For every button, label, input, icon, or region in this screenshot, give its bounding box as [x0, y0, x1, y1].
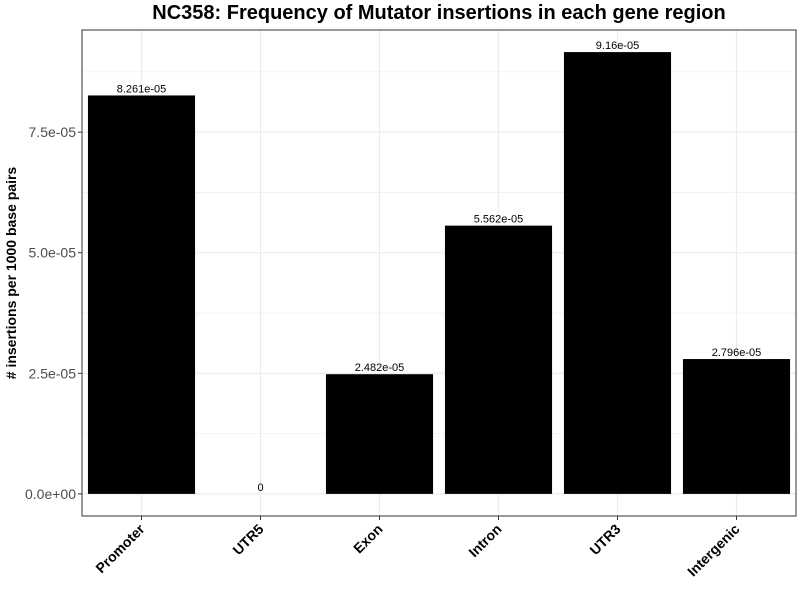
x-tick-label: Intron: [465, 521, 504, 560]
y-tick-label: 7.5e-05: [29, 124, 77, 140]
bar-intergenic: [682, 359, 791, 494]
bar-intron: [444, 225, 553, 494]
data-label-exon: 2.482e-05: [355, 362, 405, 374]
data-label-utr3: 9.16e-05: [596, 40, 639, 52]
y-tick-label: 0.0e+00: [25, 486, 76, 502]
y-tick-label: 2.5e-05: [29, 365, 77, 381]
data-label-utr5: 0: [257, 482, 263, 494]
x-tick-label: UTR5: [229, 521, 266, 558]
x-axis-ticks: Promoter UTR5 Exon Intron UTR3 Intergenic: [92, 516, 743, 580]
bar-utr3: [563, 52, 672, 494]
data-labels: 8.261e-05 0 2.482e-05 5.562e-05 9.16e-05 2.79…: [117, 40, 762, 494]
chart-title: NC358: Frequency of Mutator insertions i…: [152, 2, 726, 24]
y-axis-label: # insertions per 1000 base pairs: [3, 167, 19, 380]
x-tick-label: Exon: [350, 521, 386, 557]
y-tick-label: 5.0e-05: [29, 245, 77, 261]
bar-promoter: [87, 95, 196, 494]
bar-exon: [325, 374, 434, 494]
x-tick-label: Promoter: [92, 520, 148, 576]
data-label-promoter: 8.261e-05: [117, 83, 167, 95]
x-tick-label: Intergenic: [684, 521, 743, 580]
data-label-intergenic: 2.796e-05: [712, 347, 762, 359]
y-axis-ticks: 0.0e+00 2.5e-05 5.0e-05 7.5e-05: [25, 124, 82, 502]
bars: [87, 52, 791, 494]
data-label-intron: 5.562e-05: [474, 214, 524, 226]
x-tick-label: UTR3: [586, 521, 623, 558]
panel-border: [81, 29, 797, 517]
